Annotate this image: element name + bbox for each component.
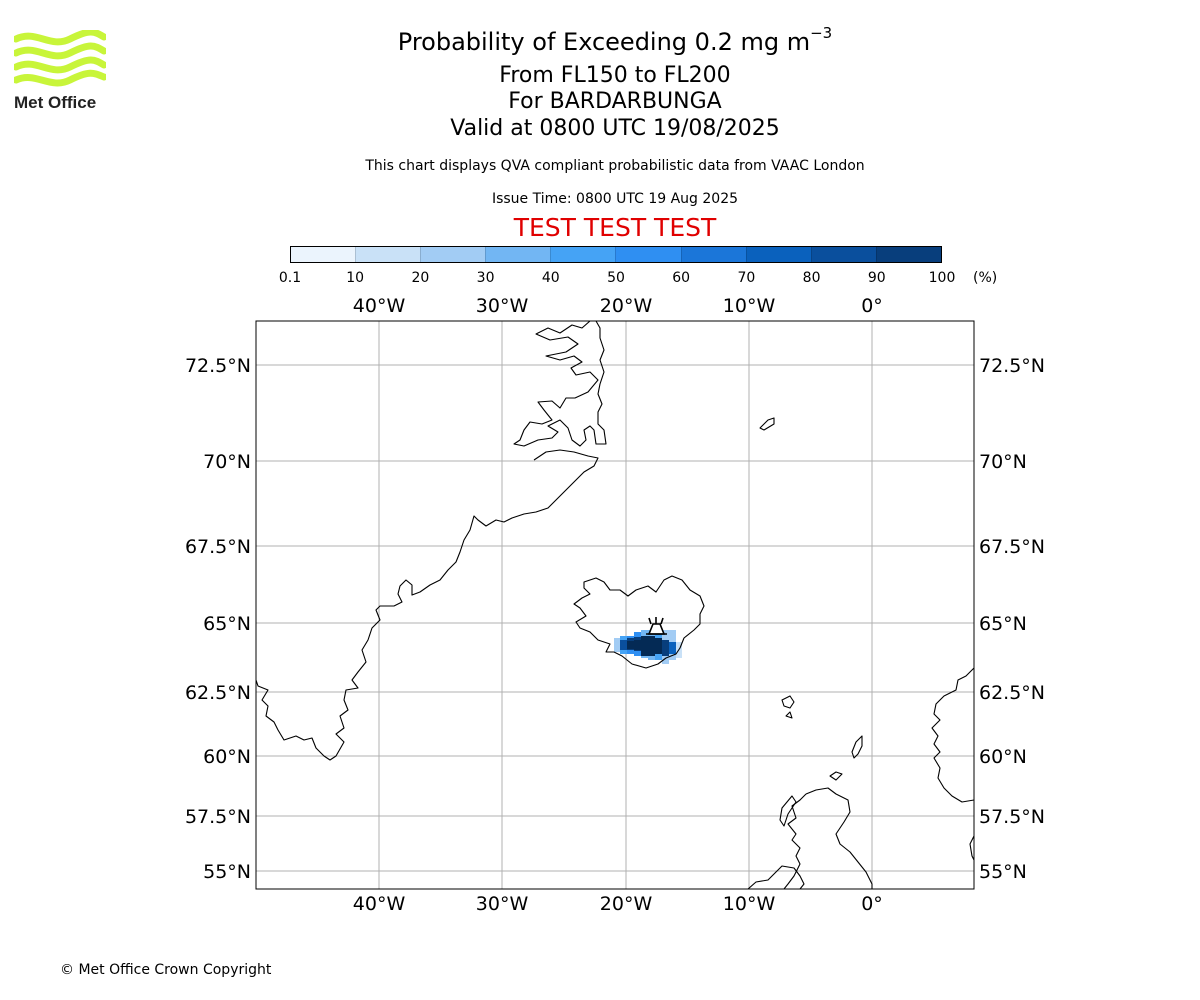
lon-label: 20°W	[600, 893, 653, 915]
copyright-notice: © Met Office Crown Copyright	[60, 962, 272, 978]
colorbar-tick-label: 60	[672, 270, 691, 286]
volcano-line: For BARDARBUNGA	[508, 89, 722, 114]
lat-label: 55°N	[203, 861, 251, 883]
met-office-logo: Met Office	[12, 28, 108, 116]
colorbar-tick-label: 100	[928, 270, 956, 286]
lon-label: 10°W	[723, 295, 776, 317]
lat-label: 70°N	[203, 451, 251, 473]
lon-label: 20°W	[600, 295, 653, 317]
ash-cell	[614, 638, 620, 652]
colorbar-segment	[550, 247, 616, 262]
longitude-labels-top: 40°W 30°W 20°W 10°W 0°	[353, 295, 883, 317]
ash-cell	[648, 640, 655, 652]
ash-cell	[641, 640, 648, 652]
lat-label: 70°N	[979, 451, 1027, 473]
lat-label: 72.5°N	[979, 355, 1045, 377]
lat-label: 57.5°N	[979, 806, 1045, 828]
colorbar-segment	[355, 247, 421, 262]
coastlines	[256, 321, 974, 889]
colorbar-tick-label: 30	[476, 270, 495, 286]
lon-label: 10°W	[723, 893, 776, 915]
probability-colorbar	[290, 246, 942, 263]
gridlines	[256, 321, 974, 889]
colorbar-segment	[615, 247, 681, 262]
ireland-coast	[747, 865, 805, 889]
latitude-labels-right: 72.5°N 70°N 67.5°N 65°N 62.5°N 60°N 57.5…	[979, 355, 1045, 883]
scotland-coast	[783, 787, 873, 889]
test-banner: TEST TEST TEST	[513, 213, 717, 242]
title-text: Probability of Exceeding 0.2 mg m	[397, 28, 811, 56]
colorbar-tick-label: 10	[346, 270, 365, 286]
logo-text: Met Office	[14, 93, 96, 112]
iceland-coast	[573, 575, 705, 669]
colorbar-tick-label: 70	[737, 270, 756, 286]
map-frame	[255, 320, 975, 890]
longitude-labels-bottom: 40°W 30°W 20°W 10°W 0°	[353, 893, 883, 915]
valid-time-line: Valid at 0800 UTC 19/08/2025	[450, 116, 780, 141]
latitude-labels-left: 72.5°N 70°N 67.5°N 65°N 62.5°N 60°N 57.5…	[185, 355, 251, 883]
lat-label: 67.5°N	[979, 536, 1045, 558]
ash-cell	[634, 640, 641, 650]
colorbar-tick-label: 90	[867, 270, 886, 286]
lat-label: 67.5°N	[185, 536, 251, 558]
lat-label: 60°N	[203, 746, 251, 768]
ash-cell	[655, 642, 662, 652]
issue-time: Issue Time: 0800 UTC 19 Aug 2025	[491, 191, 739, 207]
lat-label: 62.5°N	[979, 682, 1045, 704]
colorbar-unit: (%)	[973, 270, 998, 286]
colorbar-segment	[291, 247, 356, 262]
lon-label: 30°W	[476, 295, 529, 317]
lat-label: 55°N	[979, 861, 1027, 883]
lon-label: 40°W	[353, 295, 406, 317]
colorbar-segment	[875, 247, 941, 262]
colorbar-segment	[680, 247, 746, 262]
colorbar-tick-label: 80	[802, 270, 821, 286]
colorbar-segment	[745, 247, 811, 262]
colorbar-segment	[485, 247, 551, 262]
chart-note: This chart displays QVA compliant probab…	[365, 158, 865, 174]
colorbar-tick-label: 40	[541, 270, 560, 286]
flight-level-line: From FL150 to FL200	[499, 63, 731, 88]
colorbar-tick-label: 20	[411, 270, 430, 286]
ash-cell	[662, 644, 669, 652]
met-office-waves-logo-icon: Met Office	[12, 28, 108, 112]
map-background	[256, 321, 974, 889]
lon-label: 30°W	[476, 893, 529, 915]
chart-title: Probability of Exceeding 0.2 mg m−3	[0, 24, 1200, 56]
lat-label: 60°N	[979, 746, 1027, 768]
colorbar-tick-label: 0.1	[278, 270, 302, 286]
colorbar-segment	[420, 247, 486, 262]
volcano-icon	[646, 617, 667, 635]
greenland-coast	[513, 321, 607, 447]
ash-cell	[620, 640, 627, 650]
orkney-coast	[829, 771, 843, 781]
hebrides-coast	[779, 795, 797, 827]
ash-cell	[627, 641, 634, 649]
ash-cell	[669, 642, 676, 654]
lat-label: 65°N	[203, 613, 251, 635]
lat-label: 57.5°N	[185, 806, 251, 828]
title-superscript: −3	[810, 24, 833, 42]
colorbar-segment	[810, 247, 876, 262]
lon-label: 0°	[861, 893, 883, 915]
lon-label: 0°	[861, 295, 883, 317]
norway-coast	[931, 667, 974, 803]
colorbar-tick-label: 50	[607, 270, 625, 286]
denmark-coast	[969, 835, 974, 861]
shetland-coast	[851, 735, 863, 759]
jan-mayen-coast	[759, 417, 775, 431]
lat-label: 62.5°N	[185, 682, 251, 704]
faroe-islands-coast	[781, 695, 795, 719]
lat-label: 72.5°N	[185, 355, 251, 377]
lat-label: 65°N	[979, 613, 1027, 635]
lon-label: 40°W	[353, 893, 406, 915]
greenland-coast	[256, 449, 599, 761]
